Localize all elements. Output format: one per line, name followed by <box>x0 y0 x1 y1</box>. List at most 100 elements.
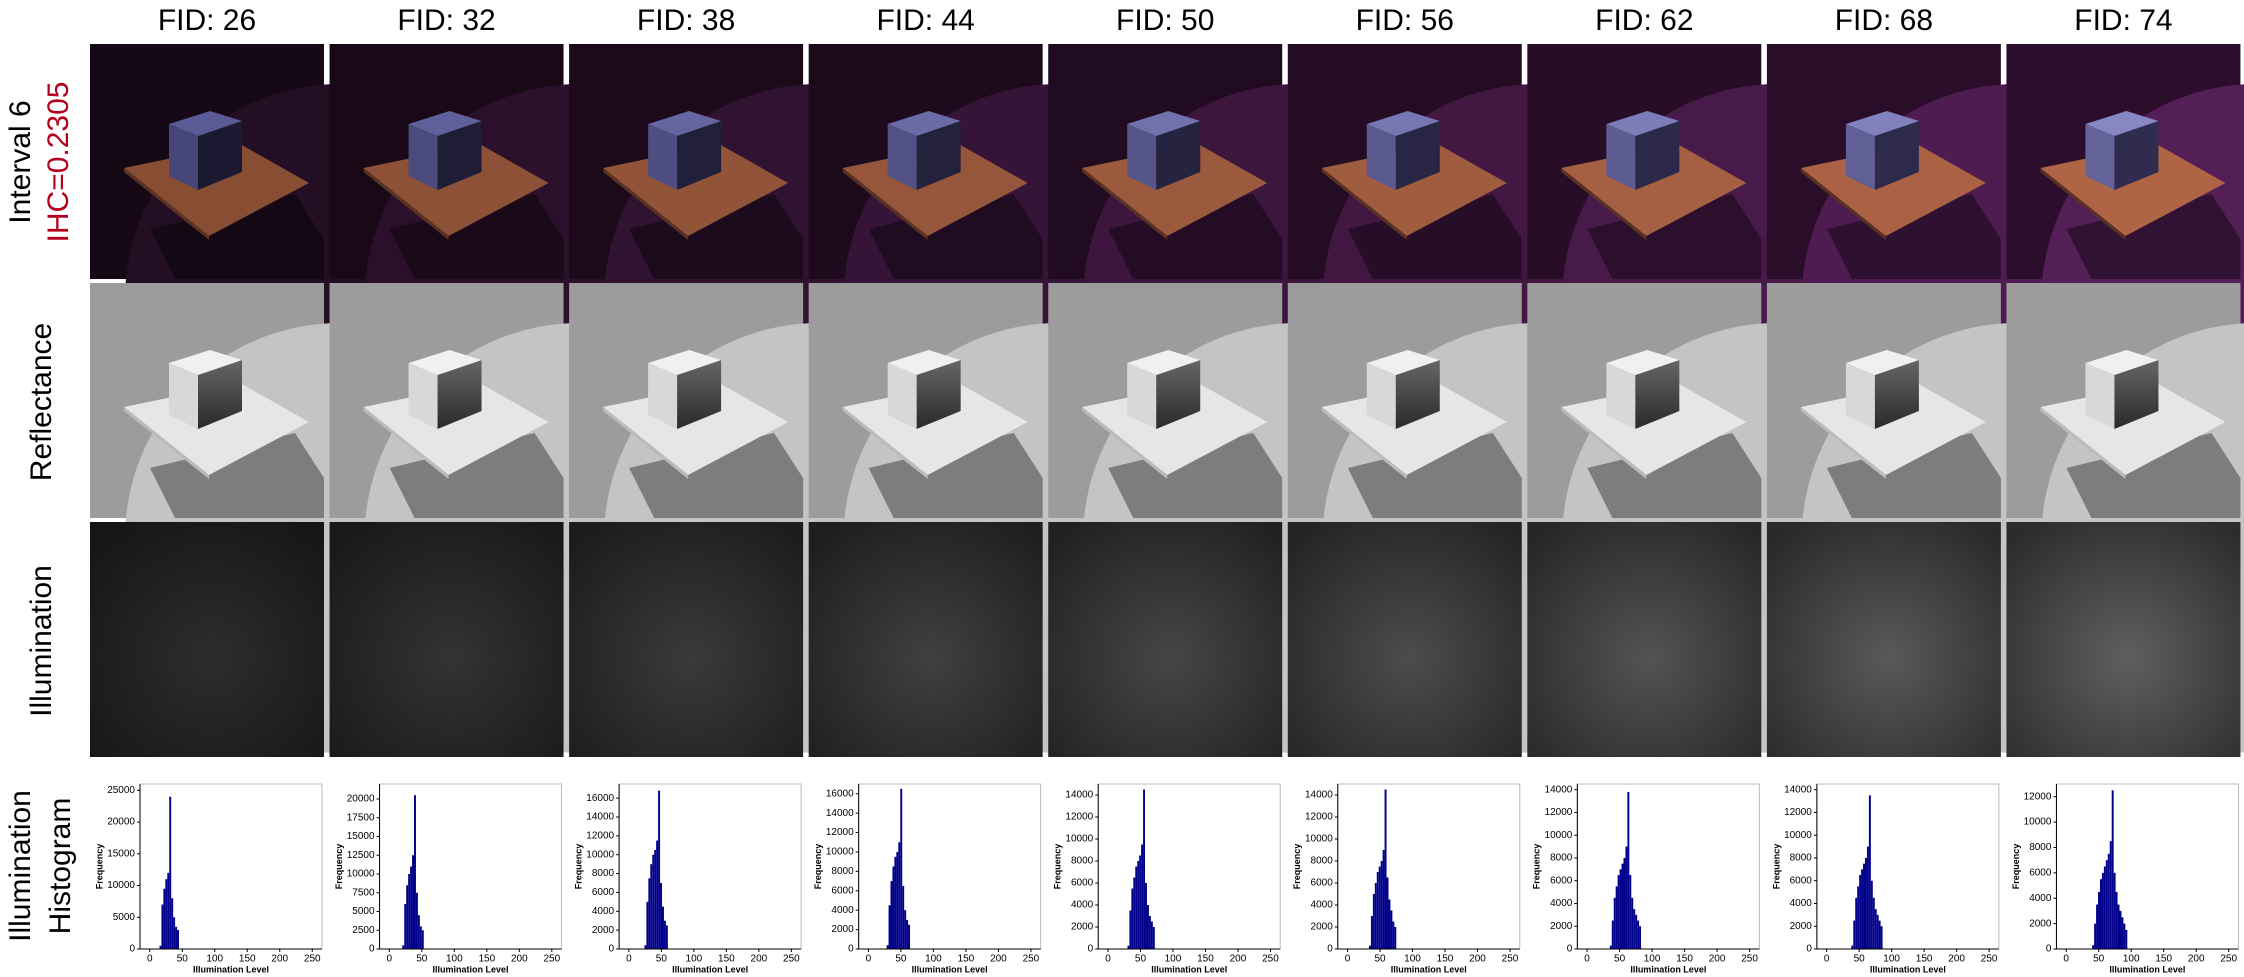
bar <box>1617 875 1620 949</box>
x-tick-label: 150 <box>718 954 735 965</box>
y-tick-label: 0 <box>1567 944 1573 955</box>
x-tick-label: 0 <box>1345 954 1351 965</box>
y-tick-label: 4000 <box>831 905 854 916</box>
bar <box>1378 866 1381 949</box>
bar <box>1872 897 1875 949</box>
plank-edge <box>1082 168 1168 240</box>
bar <box>906 919 909 949</box>
x-tick-label: 100 <box>1883 954 1900 965</box>
row-label: Histogram <box>44 798 77 935</box>
bar <box>896 851 899 949</box>
shadow <box>868 194 1043 279</box>
bar <box>1878 920 1881 949</box>
y-tick-label: 8000 <box>2029 842 2052 853</box>
bar <box>1631 897 1634 949</box>
x-tick-label: 250 <box>1023 954 1040 965</box>
plank-edge <box>2040 407 2126 479</box>
cube-left <box>169 124 198 190</box>
bar <box>2119 910 2122 949</box>
plot-area <box>1337 783 1521 950</box>
cube-top <box>169 111 242 136</box>
illumination-map <box>1048 522 1283 757</box>
y-tick-label: 6000 <box>1071 878 1094 889</box>
image-illumination <box>1048 522 1283 757</box>
plank-edge <box>842 407 928 479</box>
row-label: Interval 6 <box>4 100 37 223</box>
bar <box>2107 853 2110 949</box>
column-header: FID: 26 <box>158 4 256 37</box>
cube-left <box>1845 124 1875 190</box>
x-tick-label: 250 <box>783 954 800 965</box>
bar <box>1864 857 1867 949</box>
bar <box>654 850 657 949</box>
bar <box>904 910 907 949</box>
y-tick-label: 6000 <box>1550 875 1573 886</box>
row-label: Illumination <box>4 790 37 942</box>
illumination-map <box>90 522 324 757</box>
y-tick-label: 8000 <box>1071 856 1094 867</box>
cube-top <box>887 111 961 136</box>
x-tick-label: 150 <box>1437 954 1454 965</box>
cube-top <box>408 111 482 136</box>
row-label: Illumination <box>25 565 58 717</box>
shadow <box>2066 433 2241 518</box>
cube-left <box>887 363 917 429</box>
bar <box>1861 869 1864 949</box>
bar <box>177 929 179 949</box>
shadow <box>389 433 564 518</box>
bar <box>2099 879 2102 949</box>
bar <box>1853 920 1856 949</box>
x-tick-label: 50 <box>1614 954 1626 965</box>
bar <box>408 874 411 949</box>
x-tick-label: 250 <box>1502 954 1519 965</box>
bar <box>163 888 166 949</box>
x-tick-label: 150 <box>1676 954 1693 965</box>
bar <box>1637 920 1640 949</box>
y-tick-label: 7500 <box>352 887 375 898</box>
cube-left <box>887 124 917 190</box>
illumination-map <box>1287 522 1522 757</box>
y-tick-label: 25000 <box>107 785 135 796</box>
shadow <box>1587 433 1762 518</box>
bar <box>1851 945 1854 949</box>
cube-right <box>1874 121 1919 190</box>
shadow <box>150 433 324 518</box>
bar <box>1611 920 1614 949</box>
y-axis-label: Frequency <box>1292 844 1302 890</box>
bar <box>1141 844 1144 949</box>
bar <box>402 945 405 949</box>
image-illumination <box>90 522 324 757</box>
x-tick-label: 100 <box>1644 954 1661 965</box>
x-tick-label: 100 <box>1404 954 1421 965</box>
cube-top <box>1606 350 1680 375</box>
image-illumination <box>1527 522 1762 757</box>
bar <box>1639 926 1642 949</box>
bar <box>2092 945 2095 949</box>
x-axis-label: Illumination Level <box>2109 964 2185 974</box>
y-tick-label: 15000 <box>347 831 375 842</box>
cube-top <box>648 350 722 375</box>
bar <box>169 796 172 949</box>
y-axis-label: Frequency <box>573 844 583 890</box>
bar <box>1376 872 1379 949</box>
bar <box>1388 899 1391 949</box>
x-tick-label: 0 <box>626 954 632 965</box>
y-tick-label: 12000 <box>2024 791 2052 802</box>
cube-left <box>1366 363 1396 429</box>
bar <box>1627 791 1630 949</box>
illumination-map <box>2006 522 2241 757</box>
shadow <box>1587 194 1762 279</box>
x-tick-label: 250 <box>543 954 560 965</box>
bar <box>1152 927 1155 949</box>
bar <box>2096 904 2099 949</box>
y-tick-label: 12000 <box>586 830 614 841</box>
y-tick-label: 5000 <box>113 912 136 923</box>
x-tick-label: 0 <box>387 954 393 965</box>
y-tick-label: 6000 <box>2029 867 2052 878</box>
y-tick-label: 17500 <box>347 812 375 823</box>
bar <box>167 872 170 949</box>
y-tick-label: 0 <box>848 944 854 955</box>
bar <box>165 879 168 949</box>
bar <box>2105 860 2108 949</box>
